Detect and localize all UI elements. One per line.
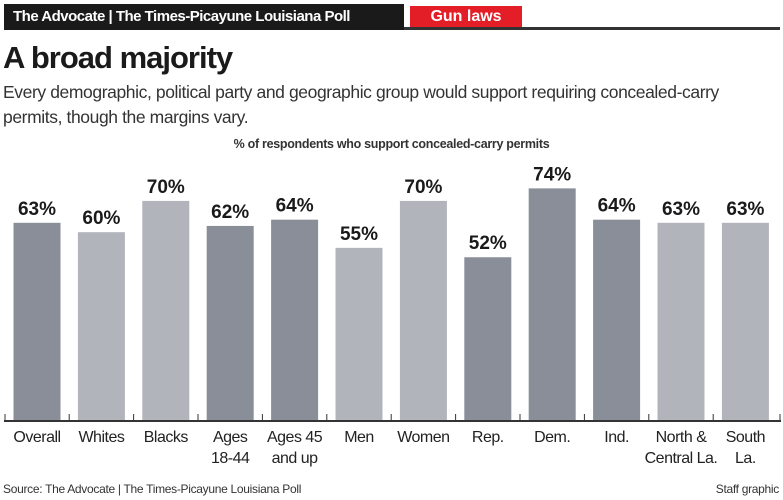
category-label: North & [656,429,708,446]
data-label: 63% [726,199,764,220]
category-label: Women [397,429,449,446]
category-label: Ind. [604,429,629,446]
publication-banner: The Advocate | The Times-Picayune Louisi… [4,4,404,30]
topic-label: Gun laws [430,8,502,25]
data-label: 55% [340,224,378,245]
bar [464,257,512,420]
bar [399,200,447,420]
data-label: 70% [404,177,442,198]
category-label: Rep. [472,429,504,446]
bar [271,219,319,420]
bar [77,232,125,420]
data-label: 52% [469,233,507,254]
category-label: 18-44 [211,450,250,467]
page-title: A broad majority [3,40,233,75]
chart-title: % of respondents who support concealed-c… [233,137,550,151]
category-label: Whites [78,429,124,446]
category-label: La. [735,450,756,467]
subtitle: Every demographic, political party and g… [3,82,719,127]
category-label: Men [344,429,374,446]
category-label: Ages 45 [267,429,323,446]
data-label: 70% [147,177,185,198]
data-label: 63% [18,199,56,220]
source-note: Source: The Advocate | The Times-Picayun… [3,482,302,496]
category-label: Overall [13,429,60,446]
topic-tag: Gun laws [410,6,522,28]
header-rule [404,27,780,30]
bar [721,222,769,420]
data-label: 64% [598,196,636,217]
bar [206,225,254,420]
data-label: 60% [82,208,120,229]
category-label: Dem. [534,429,570,446]
category-label: Blacks [144,429,189,446]
data-label: 63% [662,199,700,220]
bar [593,219,641,420]
category-label: South [726,429,765,446]
data-label: 74% [533,164,571,185]
bar [335,247,383,420]
category-label: and up [272,450,319,467]
bar [142,200,190,420]
category-label: Ages [213,429,248,446]
data-label: 62% [211,202,249,223]
category-label: Central La. [645,450,718,467]
publication-name: The Advocate | The Times-Picayune Louisi… [13,8,350,25]
bar [13,222,61,420]
data-label: 64% [276,196,314,217]
credit-note: Staff graphic [715,482,780,496]
bar [657,222,705,420]
bar [528,188,576,420]
